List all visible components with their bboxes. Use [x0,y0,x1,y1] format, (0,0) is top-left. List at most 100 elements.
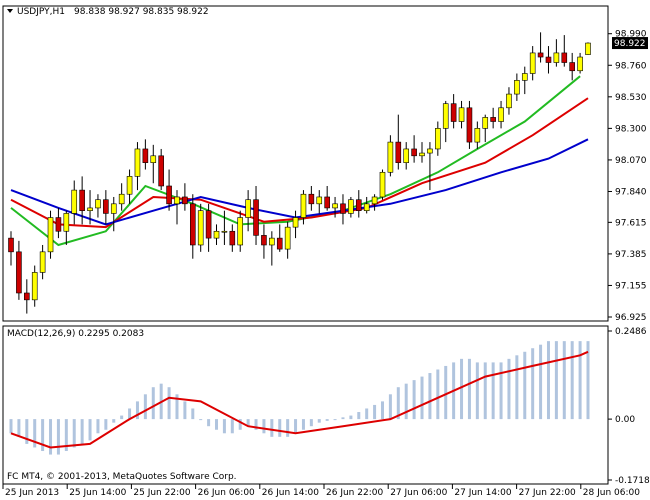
macd-histogram-bar [436,369,440,420]
macd-histogram-bar [483,362,487,420]
macd-histogram-bar [230,419,234,434]
price-tick-label: 98.530 [615,93,647,103]
bear-candle-body [24,292,30,301]
bear-candle-body [166,185,172,205]
macd-histogram-bar [325,419,329,421]
dropdown-triangle-icon[interactable] [7,9,13,13]
bear-candle-body [490,117,496,122]
bull-candle-body [71,189,78,214]
bear-candle-body [189,203,196,246]
price-tick-label: 96.925 [615,313,647,323]
bull-candle-body [387,141,394,173]
bull-candle-body [87,207,93,211]
macd-histogram-bar [467,358,471,420]
macd-histogram-bar [191,408,195,420]
macd-histogram-bar [199,419,203,421]
macd-histogram-bar [341,417,345,420]
macd-histogram-bar [286,419,290,437]
bull-candle-body [47,217,54,253]
bull-candle-body [371,196,378,205]
macd-histogram-bar [404,383,408,420]
bull-candle-body [118,193,125,205]
price-tick-label: 98.300 [615,124,647,134]
macd-histogram-bar [317,419,321,423]
macd-histogram-bar [586,341,590,420]
macd-histogram-bar [215,419,219,430]
macd-histogram-bar [246,419,250,427]
bull-candle-body [300,193,307,218]
bull-candle-body [269,237,275,246]
bull-candle-body [458,107,465,122]
macd-axis: 0.2486 0.00 -0.1718 [608,327,650,486]
macd-histogram-bar [475,362,479,420]
macd-histogram-bar [357,412,361,420]
bear-candle-body [411,148,417,157]
macd-histogram-bar [9,419,13,434]
bull-candle-body [31,272,38,301]
macd-signal-line [10,350,589,449]
macd-histogram-bar [238,419,242,430]
bull-candle-body [442,103,449,129]
price-tick-label: 98.760 [615,61,647,71]
macd-histogram-bar [135,401,139,420]
macd-histogram-bar [578,341,582,420]
macd-header-label: MACD(12,26,9) 0.2295 0.2083 [7,329,144,339]
price-tick-label: 97.155 [615,281,647,291]
macd-histogram-bar [531,348,535,420]
bull-candle-body [126,176,133,195]
symbol-label: USDJPY,H1 [17,7,65,17]
time-tick-label: 27 Jun 14:00 [454,488,511,498]
bull-candle-body [134,148,141,177]
macd-histogram-bar [72,419,76,448]
price-tick-label: 98.070 [615,156,647,166]
bull-candle-body [221,230,228,233]
macd-signal-line-path [10,350,589,449]
bear-candle-body [229,230,236,246]
bull-candle-body [237,217,244,246]
macd-histogram-bar [412,380,416,420]
bear-candle-body [261,235,267,246]
time-tick-label: 26 Jun 22:00 [326,488,383,498]
macd-histogram-bar [104,419,108,430]
bear-candle-body [324,196,330,209]
bear-candle-body [545,56,552,63]
macd-histogram-bar [41,419,45,452]
macd-histogram-bar [515,355,519,420]
macd-histogram-bar [562,341,566,420]
bear-candle-body [276,237,283,250]
bull-candle-body [284,226,291,250]
bear-candle-body [308,193,315,205]
bull-candle-body [427,148,433,154]
macd-histogram-bar [64,419,68,452]
macd-histogram-bar [183,401,187,420]
bull-candle-body [521,73,528,81]
bull-candle-body [197,210,204,246]
macd-pane-frame [2,325,609,485]
bear-candle-body [8,237,14,253]
macd-histogram-bar [428,373,432,420]
macd-histogram-bar [554,341,558,420]
macd-histogram-bar [17,419,21,437]
bull-candle-body [514,80,520,95]
macd-histogram-bar [388,394,392,420]
macd-histogram-bar [380,401,384,420]
bull-candle-body [435,128,441,150]
bear-candle-body [561,52,568,63]
bull-candle-body [150,155,157,163]
bull-candle-body [577,56,583,72]
bear-candle-body [55,217,62,232]
time-tick-label: 26 Jun 06:00 [198,488,255,498]
bull-candle-body [245,199,251,218]
macd-histogram-bar [365,408,369,420]
macd-histogram-bar [25,419,29,444]
bull-candle-body [585,42,591,55]
bear-candle-body [103,199,109,214]
bear-candle-body [142,148,149,163]
bull-candle-body [529,52,536,74]
bull-candle-body [332,203,338,209]
bull-candle-body [110,203,117,214]
macd-histogram-bar [294,419,298,434]
macd-histogram-bar [499,362,503,420]
macd-histogram-bar [262,419,266,434]
